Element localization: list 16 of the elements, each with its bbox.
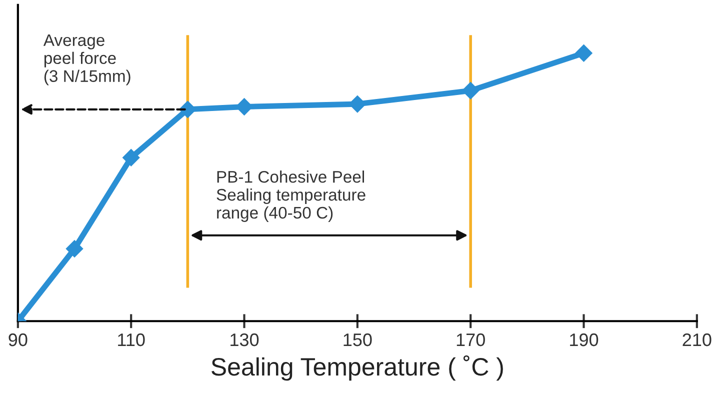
point [575, 44, 592, 62]
x-axis-title: Sealing Temperature ( ˚C ) [212, 355, 503, 381]
x-tick-label: 130 [230, 333, 259, 346]
x-tick-label: 90 [8, 333, 28, 346]
x-tick-label: 110 [118, 333, 145, 346]
point [122, 149, 140, 166]
x-tick-label: 150 [344, 333, 372, 346]
annotation: PB-1 Cohesive Peel Sealing temperature range (40-50 C) [216, 170, 366, 222]
point [462, 82, 480, 100]
point [236, 98, 253, 116]
x-tick-label: 210 [682, 333, 712, 346]
point [179, 100, 196, 118]
x-tick-label: 190 [570, 333, 598, 346]
x-tick-label: 170 [456, 333, 485, 346]
point [66, 240, 84, 258]
annotation: Average peel force (3 N/15mm) [43, 34, 130, 86]
